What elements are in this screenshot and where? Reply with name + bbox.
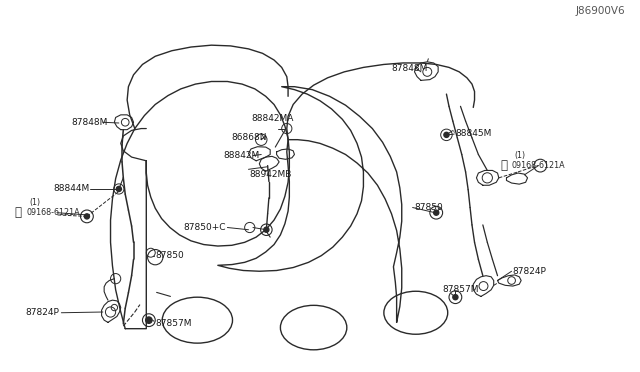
Text: 87857M: 87857M — [156, 319, 192, 328]
Text: 87850: 87850 — [415, 203, 444, 212]
Text: Ⓒ: Ⓒ — [500, 159, 507, 172]
Text: 87824P: 87824P — [26, 308, 60, 317]
Circle shape — [116, 186, 122, 192]
Text: 88842MA: 88842MA — [251, 114, 293, 123]
Text: J86900V6: J86900V6 — [575, 6, 625, 16]
Text: (1): (1) — [29, 198, 40, 207]
Text: 86868N: 86868N — [232, 132, 268, 142]
Text: 09168-6121A: 09168-6121A — [511, 161, 565, 170]
Text: 88842M: 88842M — [223, 151, 259, 160]
Text: (1): (1) — [515, 151, 526, 160]
Text: 88844M: 88844M — [53, 185, 90, 193]
Text: 87848M: 87848M — [71, 118, 108, 127]
Text: 88845M: 88845M — [456, 129, 492, 138]
Text: Ⓒ: Ⓒ — [15, 206, 22, 219]
Text: 87850+C: 87850+C — [183, 223, 225, 232]
Circle shape — [264, 227, 269, 232]
Text: 87850: 87850 — [156, 251, 184, 260]
Circle shape — [434, 210, 439, 215]
Circle shape — [444, 132, 449, 137]
Text: 09168-6121A: 09168-6121A — [26, 208, 80, 217]
Circle shape — [84, 214, 90, 219]
Text: 87857M: 87857M — [443, 285, 479, 294]
Text: 88942MB: 88942MB — [250, 170, 292, 179]
Circle shape — [453, 295, 458, 300]
Text: 87824P: 87824P — [513, 267, 547, 276]
Circle shape — [146, 317, 152, 323]
Text: 87848M: 87848M — [392, 64, 428, 73]
